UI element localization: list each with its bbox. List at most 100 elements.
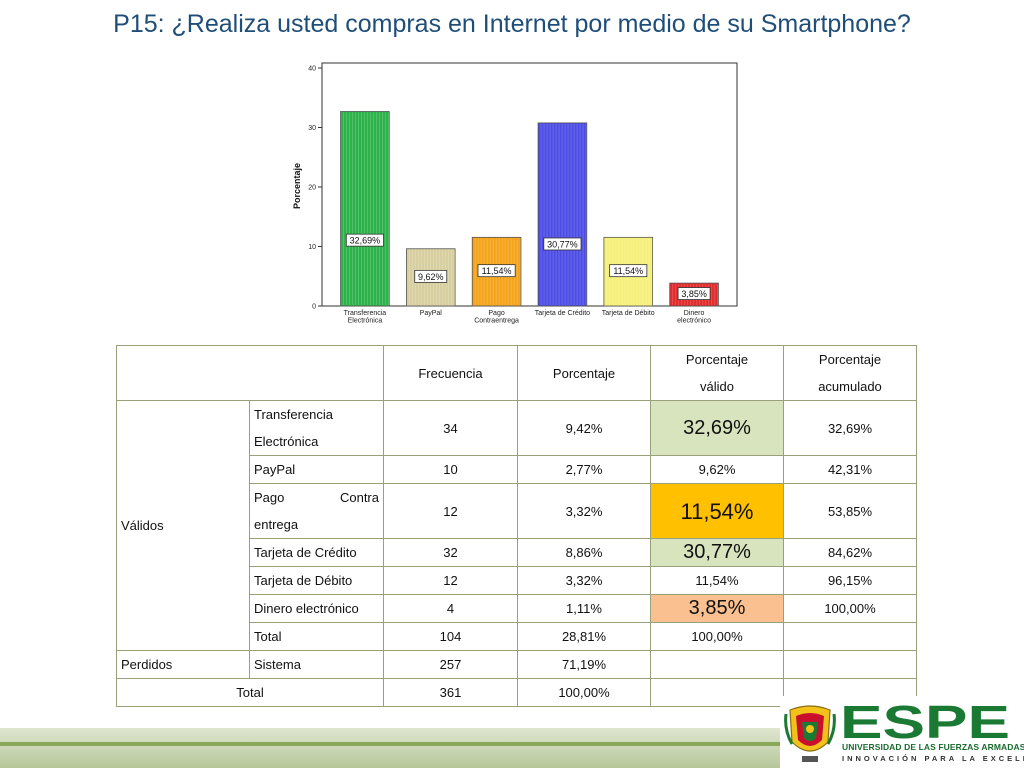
university-name: UNIVERSIDAD DE LAS FUERZAS ARMADAS <box>842 742 1024 752</box>
group-perdidos: Perdidos <box>116 650 250 679</box>
cell-porcentaje-valido-highlight: 32,69% <box>650 400 784 456</box>
x-category-label: Electrónica <box>348 318 383 325</box>
x-category-label: Transferencia <box>344 310 387 317</box>
cell-porcentaje-valido-highlight: 11,54% <box>650 483 784 539</box>
cell-porcentaje: 71,19% <box>517 650 651 679</box>
university-seal-icon <box>784 705 836 762</box>
cell-frecuencia: 257 <box>383 650 518 679</box>
frequency-table: Frecuencia Porcentaje Porcentaje válido P… <box>116 345 917 707</box>
cell-porcentaje-valido-highlight: 3,85% <box>650 594 784 623</box>
cell-frecuencia: 10 <box>383 455 518 484</box>
table-row: Perdidos Sistema 257 71,19% <box>116 650 917 679</box>
slide-title: P15: ¿Realiza usted compras en Internet … <box>113 10 911 38</box>
cell-porcentaje: 9,42% <box>517 400 651 456</box>
row-label: PayPal <box>249 455 384 484</box>
data-label: 30,77% <box>547 239 578 249</box>
table-row: Total 104 28,81% 100,00% <box>117 622 917 651</box>
row-label: Tarjeta de Débito <box>249 566 384 595</box>
table-row: Válidos Transferencia Electrónica 34 9,42… <box>116 400 917 651</box>
row-label: Pago Contra entrega <box>249 483 384 539</box>
data-label-box <box>345 233 384 247</box>
bar-chart: Porcentaje 0 10 20 30 40 32,69% 9,62% 11,54% 30… <box>288 58 748 340</box>
y-tick-label: 40 <box>308 66 316 73</box>
group-validos: Válidos <box>116 400 250 651</box>
grand-total-label: Total <box>116 678 384 707</box>
x-category-label: Contraentrega <box>474 318 519 325</box>
header-frecuencia: Frecuencia <box>383 345 518 401</box>
data-label: 32,69% <box>350 236 381 246</box>
cell-frecuencia: 361 <box>383 678 518 707</box>
cell-porcentaje: 3,32% <box>517 566 651 595</box>
y-tick-label: 10 <box>308 244 316 251</box>
bar-chart-svg: Porcentaje 0 10 20 30 40 32,69% 9,62% 11,54% 30… <box>292 62 738 325</box>
university-motto: INNOVACIÓN PARA LA EXCELENCIA <box>842 754 1024 763</box>
row-label: Sistema <box>249 650 384 679</box>
x-category-label: electrónico <box>677 318 711 325</box>
header-porcentaje: Porcentaje <box>517 345 651 401</box>
data-label: 11,54% <box>482 266 512 276</box>
data-label: 3,85% <box>681 289 707 299</box>
bars: 32,69% 9,62% 11,54% 30,77% 11,54% 3,85% <box>340 111 719 307</box>
cell-empty <box>650 678 784 707</box>
data-label-box <box>414 269 448 283</box>
cell-frecuencia: 12 <box>383 483 518 539</box>
y-axis-title: Porcentaje <box>292 163 302 209</box>
cell-frecuencia: 104 <box>383 622 518 651</box>
cell-acumulado: 42,31% <box>783 455 917 484</box>
cell-empty <box>783 650 917 679</box>
row-label: Dinero electrónico <box>249 594 384 623</box>
cell-acumulado: 32,69% <box>783 400 917 456</box>
espe-wordmark: ESPE <box>840 702 1010 742</box>
table-header-row: Frecuencia Porcentaje Porcentaje válido P… <box>116 345 917 401</box>
cell-frecuencia: 34 <box>383 400 518 456</box>
cell-porcentaje: 100,00% <box>517 678 651 707</box>
cell-porcentaje-valido: 100,00% <box>650 622 784 651</box>
x-category-label: PayPal <box>420 310 443 317</box>
cell-porcentaje: 28,81% <box>517 622 651 651</box>
cell-porcentaje: 2,77% <box>517 455 651 484</box>
header-porcentaje-valido: Porcentaje válido <box>650 345 784 401</box>
cell-frecuencia: 32 <box>383 538 518 567</box>
bar <box>537 122 588 307</box>
row-label: Total <box>249 622 384 651</box>
x-category-label: Tarjeta de Crédito <box>535 310 590 317</box>
cell-acumulado <box>783 622 917 651</box>
cell-acumulado: 84,62% <box>783 538 917 567</box>
espe-brand-text: ESPE <box>840 702 1010 742</box>
cell-acumulado: 96,15% <box>783 566 917 595</box>
cell-frecuencia: 12 <box>383 566 518 595</box>
y-tick-label: 0 <box>312 304 316 311</box>
footer-band <box>0 728 780 768</box>
x-category-label: Tarjeta de Débito <box>602 310 655 317</box>
cell-porcentaje-valido: 11,54% <box>650 566 784 595</box>
cell-acumulado: 53,85% <box>783 483 917 539</box>
cell-empty <box>650 650 784 679</box>
data-label-box <box>543 237 582 251</box>
x-category-label: Dinero <box>684 310 705 317</box>
data-label: 9,62% <box>418 272 444 282</box>
header-porcentaje-acumulado: Porcentaje acumulado <box>783 345 917 401</box>
data-label-box <box>477 264 516 278</box>
table-row: Dinero electrónico 4 1,11% 3,85% 100,00% <box>117 594 917 623</box>
cell-frecuencia: 4 <box>383 594 518 623</box>
data-label-box <box>677 287 711 300</box>
cell-acumulado: 100,00% <box>783 594 917 623</box>
data-label: 11,54% <box>613 266 643 276</box>
cell-porcentaje: 8,86% <box>517 538 651 567</box>
y-axis: 0 10 20 30 40 <box>308 63 323 311</box>
cell-porcentaje-valido-highlight: 30,77% <box>650 538 784 567</box>
cell-porcentaje: 1,11% <box>517 594 651 623</box>
cell-porcentaje: 3,32% <box>517 483 651 539</box>
row-label: Transferencia Electrónica <box>249 400 384 456</box>
row-label: Tarjeta de Crédito <box>249 538 384 567</box>
espe-logo-block: ESPE UNIVERSIDAD DE LAS FUERZAS ARMADAS … <box>780 696 1024 768</box>
cell-porcentaje-valido: 9,62% <box>650 455 784 484</box>
y-tick-label: 20 <box>308 185 316 192</box>
header-empty-cell <box>116 345 384 401</box>
table-row: Pago Contra entrega 12 3,32% 11,54% 53,85… <box>117 483 917 539</box>
x-category-label: Pago <box>488 310 504 317</box>
table-row: Tarjeta de Débito 12 3,32% 11,54% 96,15% <box>117 566 917 595</box>
y-tick-label: 30 <box>308 125 316 132</box>
data-label-box <box>609 264 648 278</box>
